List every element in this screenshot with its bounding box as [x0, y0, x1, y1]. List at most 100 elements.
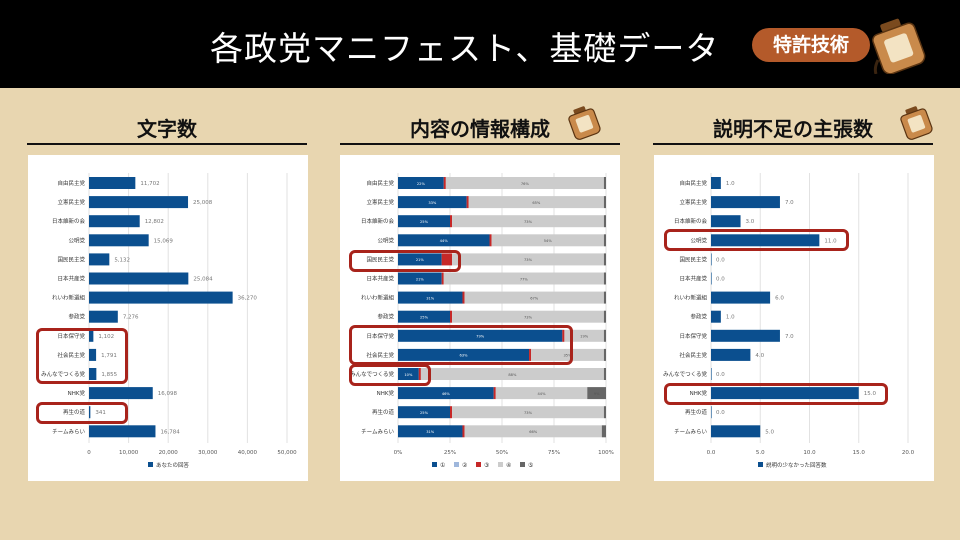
bar-segment	[441, 253, 453, 266]
segment-label: 19%	[580, 335, 589, 339]
highlight-box	[349, 250, 461, 272]
bar-segment	[452, 406, 604, 419]
segment-label: 22%	[417, 182, 426, 186]
bar-segment	[398, 177, 444, 189]
bar-segment	[603, 177, 606, 189]
chart-unexplained-claims: 0.0 5.0 10.0 15.0 20.0 自由民主党 1.0 立憲民主党 7.0 日本維新の会…	[654, 155, 934, 481]
bar-segment	[603, 253, 606, 266]
bar-segment	[398, 291, 463, 304]
value-label: 7.0	[785, 334, 794, 340]
bar	[711, 348, 751, 361]
bar-segment	[398, 387, 494, 400]
bar	[711, 368, 712, 380]
highlight-box	[664, 229, 849, 251]
category-label: 公明党	[690, 236, 707, 244]
bar-segment	[603, 406, 606, 419]
x-tick-label: 25%	[444, 450, 456, 456]
legend-label: ①	[440, 462, 445, 469]
panel-title-char-count: 文字数	[137, 117, 197, 141]
value-label: 15,069	[154, 238, 174, 244]
value-label: 3.0	[746, 219, 755, 225]
value-label: 4.0	[755, 353, 764, 359]
bar	[89, 272, 189, 285]
segment-label: 21%	[416, 277, 425, 281]
bar-segment	[495, 387, 588, 400]
segment-label: 77%	[520, 277, 529, 281]
bar	[711, 387, 859, 400]
bar-segment	[531, 348, 604, 361]
bar-segment	[491, 234, 604, 247]
category-label: 参政党	[68, 313, 85, 321]
highlight-box	[664, 383, 888, 405]
category-label: 自由民主党	[57, 179, 85, 187]
bar-segment	[603, 272, 606, 285]
category-label: れいわ新選組	[674, 294, 708, 302]
category-label: チームみらい	[674, 428, 707, 435]
bar-segment	[450, 215, 453, 228]
segment-label: 67%	[530, 296, 539, 300]
category-label: 国民民主党	[57, 255, 85, 263]
bar-segment	[443, 272, 604, 285]
category-label: みんなでつくる党	[663, 370, 707, 378]
bar	[711, 196, 780, 209]
legend-label: あなたの回答	[156, 461, 190, 469]
value-label: 25,084	[193, 277, 213, 283]
legend-swatch	[454, 462, 459, 467]
x-tick-label: 0	[87, 450, 91, 456]
highlight-box	[36, 402, 128, 424]
bar-segment	[466, 196, 469, 209]
legend-swatch	[498, 462, 503, 467]
bar-segment	[441, 272, 444, 285]
x-tick-label: 40,000	[238, 450, 258, 456]
x-tick-label: 0%	[394, 450, 403, 456]
value-label: 0.0	[716, 277, 725, 283]
value-label: 341	[95, 410, 106, 416]
bar	[711, 310, 721, 323]
highlight-box	[36, 328, 128, 384]
bar	[711, 291, 771, 304]
bar-segment	[420, 368, 604, 380]
category-label: 再生の道	[685, 408, 708, 416]
category-label: 再生の道	[63, 408, 86, 416]
bar	[711, 234, 820, 247]
segment-label: 46%	[442, 392, 451, 396]
value-label: 36,270	[238, 296, 258, 302]
segment-label: 73%	[524, 411, 533, 415]
value-label: 7,276	[123, 315, 139, 321]
bar-segment	[398, 253, 442, 266]
category-label: 日本保守党	[57, 332, 85, 340]
bar-segment	[398, 310, 450, 323]
legend-swatch	[432, 462, 437, 467]
value-label: 5,132	[114, 257, 130, 263]
bar-segment	[464, 291, 604, 304]
value-label: 11,702	[140, 181, 159, 187]
segment-label: 31%	[426, 296, 435, 300]
bar-segment	[468, 196, 604, 209]
value-label: 6.0	[775, 296, 784, 302]
category-label: 日本維新の会	[52, 217, 86, 225]
segment-label: 73%	[524, 316, 533, 320]
category-label: みんなでつくる党	[350, 370, 394, 378]
value-label: 5.0	[765, 429, 774, 435]
bar-segment	[398, 329, 563, 342]
panel-divider	[340, 143, 620, 145]
bar-segment	[464, 425, 602, 438]
category-label: チームみらい	[52, 428, 85, 435]
bar	[89, 196, 189, 209]
value-label: 1.0	[726, 181, 735, 187]
category-label: 立憲民主党	[679, 198, 707, 206]
x-tick-label: 20,000	[159, 450, 179, 456]
segment-label: 21%	[416, 258, 425, 262]
x-tick-label: 50%	[496, 450, 508, 456]
patent-badge: 特許技術	[752, 28, 870, 62]
category-label: 再生の道	[372, 408, 395, 416]
x-tick-label: 20.0	[902, 450, 915, 456]
segment-label: 76%	[521, 182, 530, 186]
category-label: 立憲民主党	[366, 198, 394, 206]
category-label: チームみらい	[361, 428, 394, 435]
segment-label: 88%	[508, 373, 517, 377]
x-tick-label: 10,000	[119, 450, 139, 456]
segment-label: 65%	[532, 201, 541, 205]
bar-segment	[462, 425, 465, 438]
category-label: れいわ新選組	[52, 294, 86, 302]
